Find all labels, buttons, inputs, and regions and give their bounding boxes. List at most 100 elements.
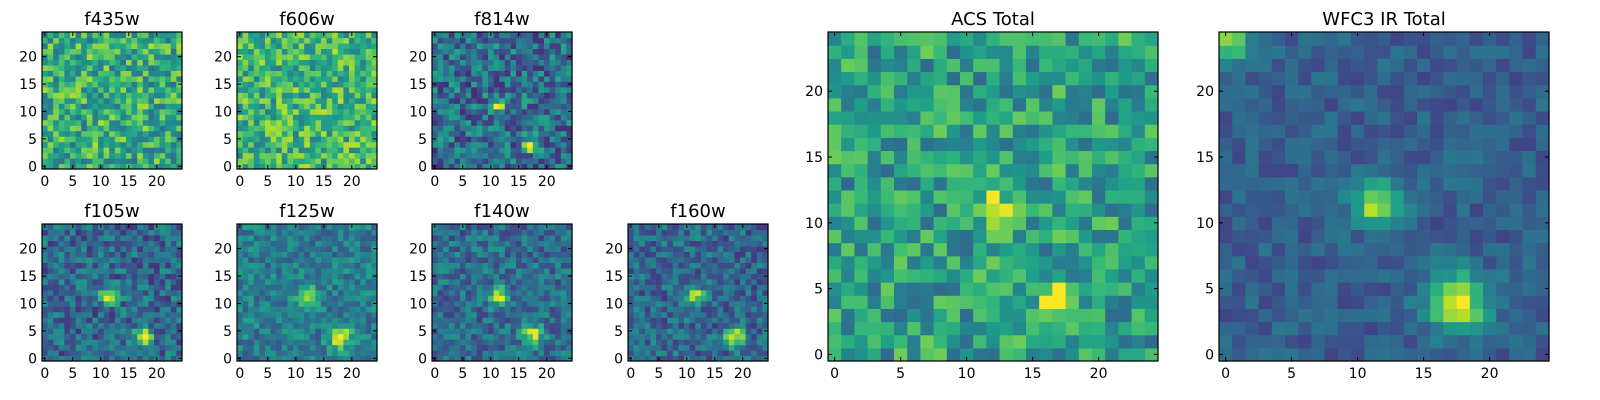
heatmap-cell [309,136,316,143]
heatmap-cell [566,344,573,351]
heatmap-cell [700,229,707,236]
heatmap-cell [165,289,172,296]
heatmap-cell [661,317,668,324]
heatmap-cell [170,136,177,143]
heatmap-cell [516,333,523,340]
heatmap-cell [549,295,556,302]
heatmap-cell [109,224,116,231]
heatmap-cell [700,311,707,318]
heatmap-cell [42,311,49,318]
heatmap-cell [960,176,974,191]
heatmap-cell [92,119,99,126]
heatmap-cell [999,189,1014,204]
heatmap-cell [326,245,333,252]
heatmap-cell [516,152,523,159]
heatmap-cell [242,350,249,357]
heatmap-cell [460,344,467,351]
heatmap-cell [98,278,105,285]
heatmap-cell [482,75,489,82]
y-tick-label: 5 [223,132,232,148]
heatmap-cell [365,300,372,307]
heatmap-cell [326,108,333,115]
heatmap-cell [1078,242,1093,257]
heatmap-cell [371,37,378,44]
heatmap-cell [309,229,316,236]
heatmap-cell [337,234,344,242]
heatmap-cell [566,339,573,346]
heatmap-cell [695,262,702,269]
heatmap-cell [86,119,93,126]
heatmap-cell [745,234,752,242]
heatmap-cell [762,306,769,313]
heatmap-cell [488,344,495,351]
heatmap-cell [756,339,763,346]
heatmap-cell [337,295,344,302]
heatmap-cell [126,86,133,93]
heatmap-cell [248,245,255,252]
heatmap-cell [64,158,71,165]
heatmap-cell [465,234,472,242]
heatmap-cell [53,163,60,170]
heatmap-cell [633,317,640,324]
heatmap-cell [109,75,116,82]
heatmap-cell [248,306,255,313]
heatmap-cell [471,344,478,351]
heatmap-cell [92,130,99,137]
heatmap-cell [298,136,305,143]
heatmap-cell [276,75,283,82]
heatmap-cell [148,251,155,258]
heatmap-cell [98,251,105,258]
heatmap-cell [728,344,735,351]
heatmap-cell [176,306,183,313]
heatmap-cell [488,59,495,66]
heatmap-cell [566,86,573,93]
heatmap-cell [471,81,478,88]
heatmap-cell [337,42,344,50]
heatmap-cell [986,229,1001,244]
heatmap-cell [432,114,439,121]
heatmap-cell [337,75,344,82]
heatmap-cell [371,284,378,291]
heatmap-cell [650,317,657,324]
heatmap-cell [276,136,283,143]
heatmap-cell [689,317,696,324]
heatmap-cell [92,103,99,110]
heatmap-cell [460,278,467,285]
heatmap-cell [482,262,489,269]
heatmap-cell [549,256,556,263]
heatmap-cell [265,59,272,66]
heatmap-cell [131,311,138,318]
heatmap-cell [672,333,679,340]
heatmap-cell [270,114,277,121]
heatmap-cell [560,256,567,263]
heatmap-cell [527,229,534,236]
heatmap-cell [432,147,439,154]
heatmap-cell [337,229,344,236]
heatmap-cell [684,251,691,258]
heatmap-cell [700,284,707,291]
heatmap-cell [661,284,668,291]
heatmap-cell [644,344,651,351]
heatmap-cell [42,289,49,296]
heatmap-cell [493,240,500,247]
heatmap-cell [639,229,646,236]
heatmap-cell [1012,334,1027,349]
heatmap-cell [298,267,305,274]
heatmap-cell [53,339,60,346]
heatmap-cell [633,306,640,313]
heatmap-cell [309,300,316,307]
heatmap-cell [98,152,105,159]
heatmap-cell [986,216,1001,230]
x-tick-label: 20 [148,174,166,190]
heatmap-cell [159,311,166,318]
heatmap-cell [242,92,249,99]
heatmap-cell [343,289,350,296]
heatmap-cell [854,347,869,362]
heatmap-cell [237,234,244,242]
heatmap-cell [371,333,378,340]
heatmap-cell [960,203,974,217]
heatmap-cell [165,147,172,154]
heatmap-cell [920,347,935,362]
heatmap-cell [114,136,121,143]
heatmap-cell [259,256,266,263]
